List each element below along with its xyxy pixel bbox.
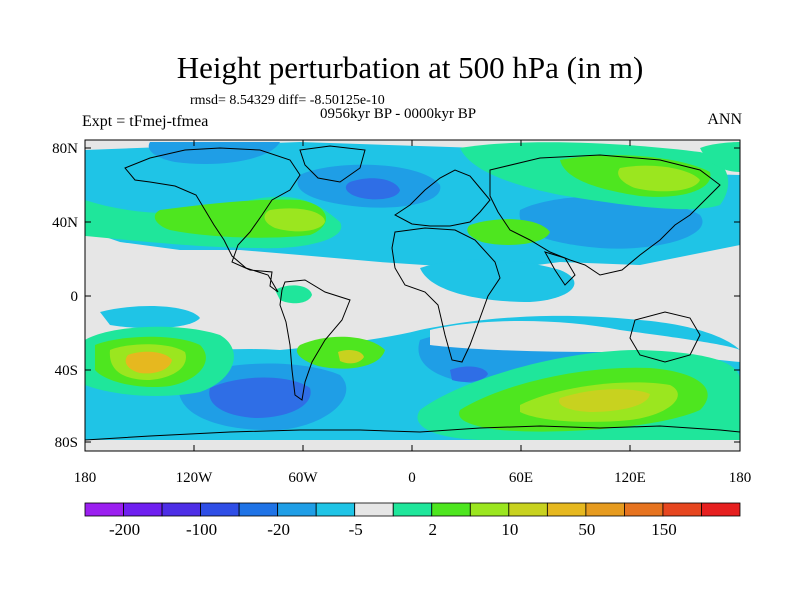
- colorbar-swatch: [392, 502, 433, 517]
- colorbar-swatch: [469, 502, 510, 517]
- contour-neg-northpole: [148, 142, 280, 164]
- contour-neg-tropics-east: [420, 259, 575, 302]
- lat-tick-label: 40S: [55, 363, 78, 379]
- contour-neg-south-indian-core: [450, 366, 488, 382]
- coast-europe: [394, 169, 491, 227]
- coast-greenland: [299, 145, 366, 183]
- colorbar-swatch: [624, 502, 664, 517]
- period-label: 0956kyr BP - 0000kyr BP: [320, 106, 477, 122]
- lon-tick-label: 0: [408, 470, 416, 486]
- colorbar-swatch: [546, 502, 587, 517]
- coast-australia: [629, 311, 701, 363]
- colorbar-label: -200: [109, 520, 140, 539]
- contour-pos-south-indian-core: [559, 389, 650, 412]
- colorbar-label: 50: [578, 520, 595, 539]
- contour-pos-med: [467, 219, 550, 245]
- coast-asia: [489, 154, 721, 276]
- contour-field: [85, 140, 740, 451]
- colorbar-swatch: [277, 502, 317, 517]
- coast-antarctica: [85, 425, 740, 441]
- contour-pos-tropics-small: [275, 285, 312, 304]
- coastlines: [85, 145, 740, 441]
- lat-tick-label: 80N: [52, 141, 78, 157]
- colorbar-swatch: [123, 502, 163, 517]
- colorbar-swatch: [508, 502, 548, 517]
- coast-india: [543, 251, 576, 286]
- colorbar-label: 2: [429, 520, 438, 539]
- contour-neg-tropics-west: [100, 306, 200, 329]
- lon-tick-label: 120W: [176, 470, 214, 486]
- colorbar-swatch: [238, 502, 279, 517]
- colorbar: -200 -100 -20 -5 2 10 50 150: [84, 502, 741, 539]
- lon-tick-label: 180: [74, 470, 97, 486]
- colorbar-swatch: [315, 502, 356, 517]
- coast-south-america: [279, 279, 351, 401]
- colorbar-label: 150: [651, 520, 677, 539]
- coast-north-america: [124, 147, 301, 293]
- coast-africa: [391, 227, 501, 363]
- colorbar-label: -20: [267, 520, 290, 539]
- colorbar-swatch: [200, 502, 240, 517]
- stats-line: rmsd= 8.54329 diff= -8.50125e-10: [190, 93, 385, 108]
- lat-tick-label: 0: [71, 289, 79, 305]
- contour-neg-atlantic-core: [345, 178, 400, 200]
- colorbar-swatch: [354, 502, 394, 517]
- lat-tick-label: 80S: [55, 435, 78, 451]
- contour-neg-pacific-west: [519, 196, 703, 249]
- lat-tick-label: 40N: [52, 215, 78, 231]
- colorbar-label: -5: [349, 520, 363, 539]
- contour-pos-south-pacific-core: [125, 351, 172, 374]
- longitude-axis: 180 120W 60W 0 60E 120E 180: [74, 140, 752, 486]
- contour-pos-east-pacific-north: [700, 142, 740, 172]
- lon-tick-label: 180: [729, 470, 752, 486]
- colorbar-swatch: [701, 502, 741, 517]
- colorbar-label: 10: [501, 520, 518, 539]
- contour-neg-south-pacific-core: [209, 377, 311, 418]
- map-title: Height perturbation at 500 hPa (in m): [176, 50, 644, 85]
- experiment-label: Expt = tFmej-tfmea: [82, 113, 209, 130]
- colorbar-swatch: [662, 502, 702, 517]
- colorbar-swatch: [431, 502, 471, 517]
- lon-tick-label: 60W: [288, 470, 318, 486]
- colorbar-swatch: [161, 502, 201, 517]
- season-label: ANN: [707, 111, 742, 128]
- colorbar-swatch: [84, 502, 124, 517]
- colorbar-label: -100: [186, 520, 217, 539]
- latitude-axis: 80N 40N 0 40S 80S: [52, 141, 740, 451]
- colorbar-swatch: [585, 502, 625, 517]
- lon-tick-label: 120E: [614, 470, 646, 486]
- lon-tick-label: 60E: [509, 470, 533, 486]
- contour-pos-south-atlantic-core: [338, 349, 364, 364]
- contour-pos-eurasia-core: [618, 165, 700, 192]
- contour-pos-na-core: [264, 208, 325, 232]
